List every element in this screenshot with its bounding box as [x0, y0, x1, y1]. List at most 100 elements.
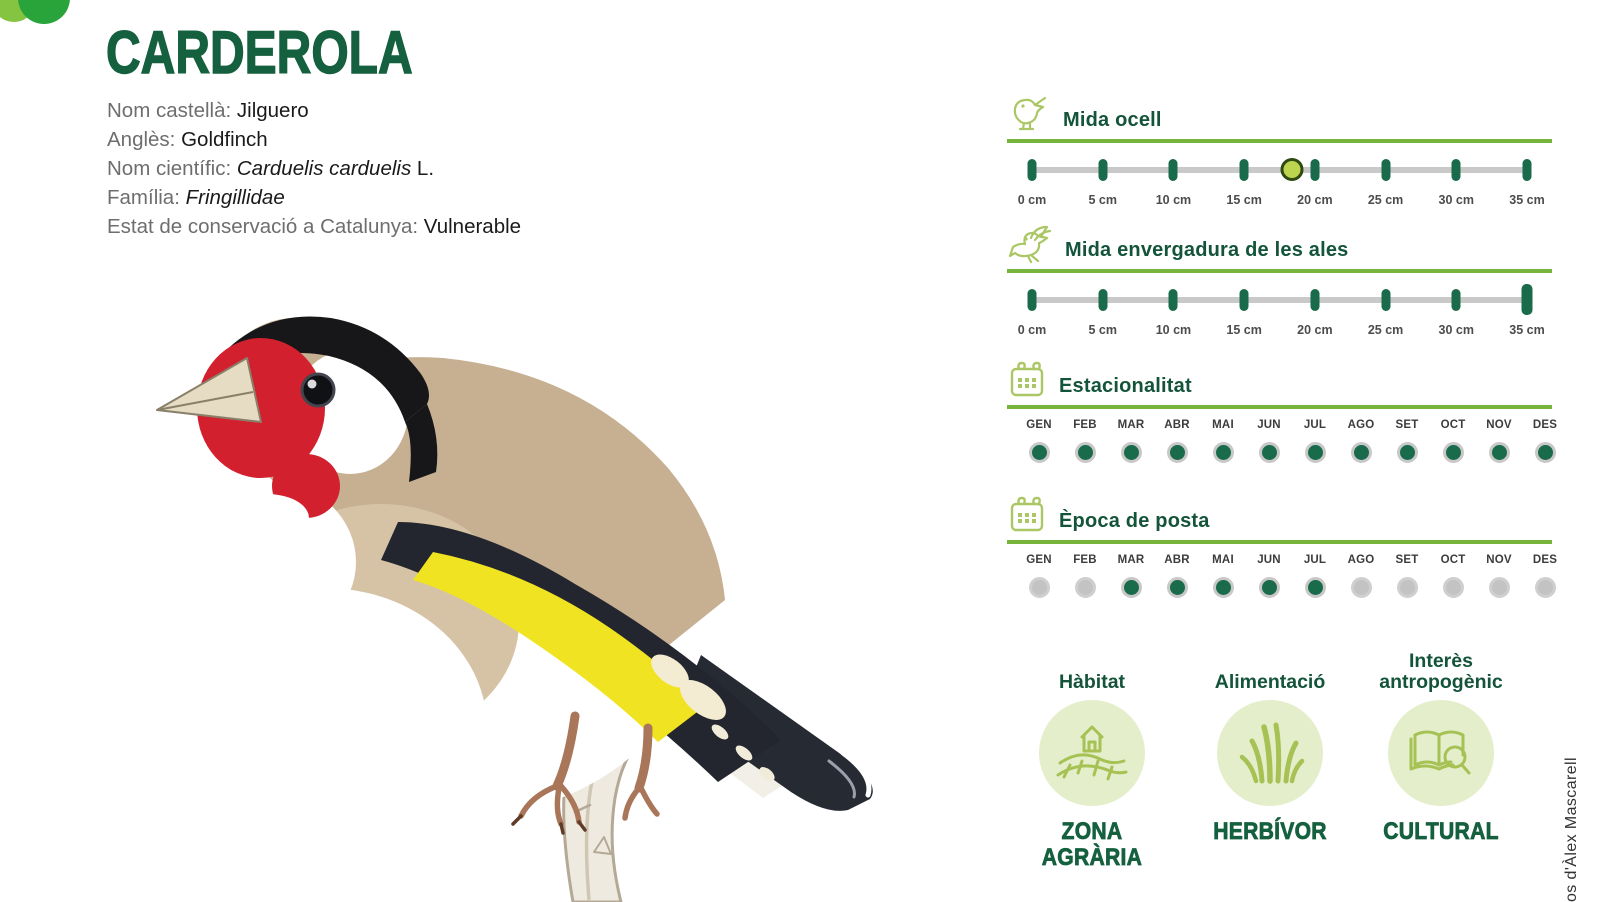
- month-label: ABR: [1164, 419, 1190, 431]
- month-cell: GEN: [1020, 419, 1058, 463]
- info-row: Nom científic: Carduelis carduelis L.: [107, 154, 521, 183]
- month-label: JUN: [1257, 554, 1281, 566]
- month-cell: JUL: [1296, 419, 1334, 463]
- month-cell: AGO: [1342, 419, 1380, 463]
- ruler-tick: [1239, 289, 1249, 311]
- section-title: Època de posta: [1059, 510, 1210, 532]
- month-dot-inactive: [1534, 577, 1556, 598]
- farm-house-icon: [1056, 725, 1128, 781]
- section-attributes: Hàbitat ZONA AGRÀRIA: [1007, 643, 1552, 893]
- ruler-tick-label: 5 cm: [1088, 323, 1117, 337]
- month-cell: FEB: [1066, 419, 1104, 463]
- info-value: Vulnerable: [423, 215, 522, 238]
- section-title: Mida ocell: [1063, 109, 1162, 131]
- ruler-tick: [1522, 159, 1532, 181]
- info-label: Nom científic:: [107, 157, 232, 180]
- info-value: Jilguero: [236, 99, 309, 122]
- info-value: Fringillidae: [185, 186, 285, 209]
- month-label: ABR: [1164, 554, 1190, 566]
- ruler-tick-label: 35 cm: [1509, 193, 1545, 207]
- month-dot-inactive: [1488, 577, 1510, 598]
- month-cell: DES: [1526, 419, 1564, 463]
- page-title: CARDEROLA: [105, 18, 413, 86]
- head: [156, 316, 438, 542]
- attribute-circle: [1217, 700, 1323, 806]
- section-title: Estacionalitat: [1059, 375, 1192, 397]
- ruler-tick: [1239, 159, 1249, 181]
- month-label: MAI: [1212, 419, 1234, 431]
- ruler-tick: [1381, 289, 1391, 311]
- goldfinch-illustration: [143, 300, 878, 902]
- month-cell: MAR: [1112, 554, 1150, 598]
- section-wingspan: Mida envergadura de les ales 0 cm 5 cm 10 …: [1007, 225, 1552, 342]
- section-header: Estacionalitat: [1007, 361, 1552, 409]
- info-row: Família: Fringillidae: [107, 183, 521, 212]
- month-cell: OCT: [1434, 419, 1472, 463]
- month-cell: ABR: [1158, 419, 1196, 463]
- info-label: Estat de conservació a Catalunya:: [107, 215, 419, 238]
- month-label: FEB: [1073, 554, 1097, 566]
- month-label: DES: [1532, 419, 1558, 431]
- month-label: DES: [1532, 554, 1558, 566]
- section-header: Mida envergadura de les ales: [1007, 225, 1552, 273]
- info-label: Família:: [107, 186, 180, 209]
- info-row: Anglès: Goldfinch: [107, 125, 521, 154]
- month-dot-active: [1304, 442, 1326, 463]
- ruler-tick: [1310, 289, 1320, 311]
- month-cell: MAI: [1204, 554, 1242, 598]
- ruler-tick-label: 30 cm: [1438, 193, 1475, 207]
- seasonality-months: GEN FEB MAR ABR MAI JUN JUL AGO SET OCT NOV DES: [1020, 419, 1564, 463]
- ruler-tick-label: 15 cm: [1226, 193, 1262, 207]
- month-cell: ABR: [1158, 554, 1196, 598]
- wing: [381, 522, 781, 782]
- ruler-tick-label: 30 cm: [1438, 323, 1475, 337]
- attribute-value: CULTURAL: [1383, 818, 1499, 845]
- section-header: Època de posta: [1007, 496, 1552, 544]
- ruler-tick-label: 20 cm: [1297, 193, 1333, 207]
- month-label: AGO: [1347, 554, 1375, 566]
- month-dot-active: [1028, 442, 1050, 463]
- legs: [511, 711, 660, 835]
- ruler-tick: [1098, 159, 1108, 181]
- info-label: Nom castellà:: [107, 99, 232, 122]
- ruler-tick-label: 0 cm: [1017, 193, 1047, 207]
- ruler-tick-label: 15 cm: [1226, 323, 1262, 337]
- book-magnifier-icon: [1409, 730, 1471, 775]
- month-cell: MAR: [1112, 419, 1150, 463]
- illustrator-credit: os d'Àlex Mascarell: [1563, 757, 1580, 902]
- month-label: AGO: [1347, 419, 1375, 431]
- attribute-anthropogenic-interest: Interès antropogènic CULTURAL: [1357, 643, 1525, 845]
- ruler-tick-label: 5 cm: [1088, 193, 1117, 207]
- month-cell: SET: [1388, 554, 1426, 598]
- month-dot-active: [1350, 442, 1372, 463]
- section-laying-season: Època de posta GEN FEB MAR ABR MAI JUN JUL AGO S…: [1007, 496, 1557, 598]
- section-seasonality: Estacionalitat GEN FEB MAR ABR MAI JUN JUL AGO S…: [1007, 361, 1557, 463]
- attribute-diet: Alimentació HERBÍVOR: [1186, 643, 1354, 845]
- month-dot-active: [1534, 442, 1556, 463]
- ruler-track: [1028, 167, 1531, 173]
- month-dot-inactive: [1396, 577, 1418, 598]
- ruler-tick: [1027, 289, 1037, 311]
- grass-icon: [1239, 722, 1305, 784]
- month-dot-inactive: [1442, 577, 1464, 598]
- info-label: Anglès:: [107, 128, 176, 151]
- month-cell: SET: [1388, 419, 1426, 463]
- info-row: Estat de conservació a Catalunya: Vulner…: [107, 212, 521, 241]
- species-info: Nom castellà: Jilguero Anglès: Goldfinch…: [107, 96, 521, 241]
- month-label: MAR: [1117, 419, 1145, 431]
- month-cell: FEB: [1066, 554, 1104, 598]
- month-label: JUL: [1303, 419, 1327, 431]
- ruler-marker-tick: [1521, 284, 1533, 315]
- ruler-tick-label: 35 cm: [1509, 323, 1545, 337]
- calendar-icon: [1010, 361, 1044, 397]
- month-label: SET: [1395, 419, 1419, 431]
- attribute-title: Interès antropogènic: [1379, 650, 1503, 693]
- month-cell: GEN: [1020, 554, 1058, 598]
- month-dot-active: [1488, 442, 1510, 463]
- month-dot-active: [1212, 577, 1234, 598]
- attribute-title: Hàbitat: [1058, 671, 1126, 693]
- ruler-track: [1028, 297, 1531, 303]
- month-cell: JUN: [1250, 554, 1288, 598]
- section-bird-size: Mida ocell 0 cm 5 cm 10 cm 15 cm 20 cm 25 cm 3…: [1007, 96, 1552, 212]
